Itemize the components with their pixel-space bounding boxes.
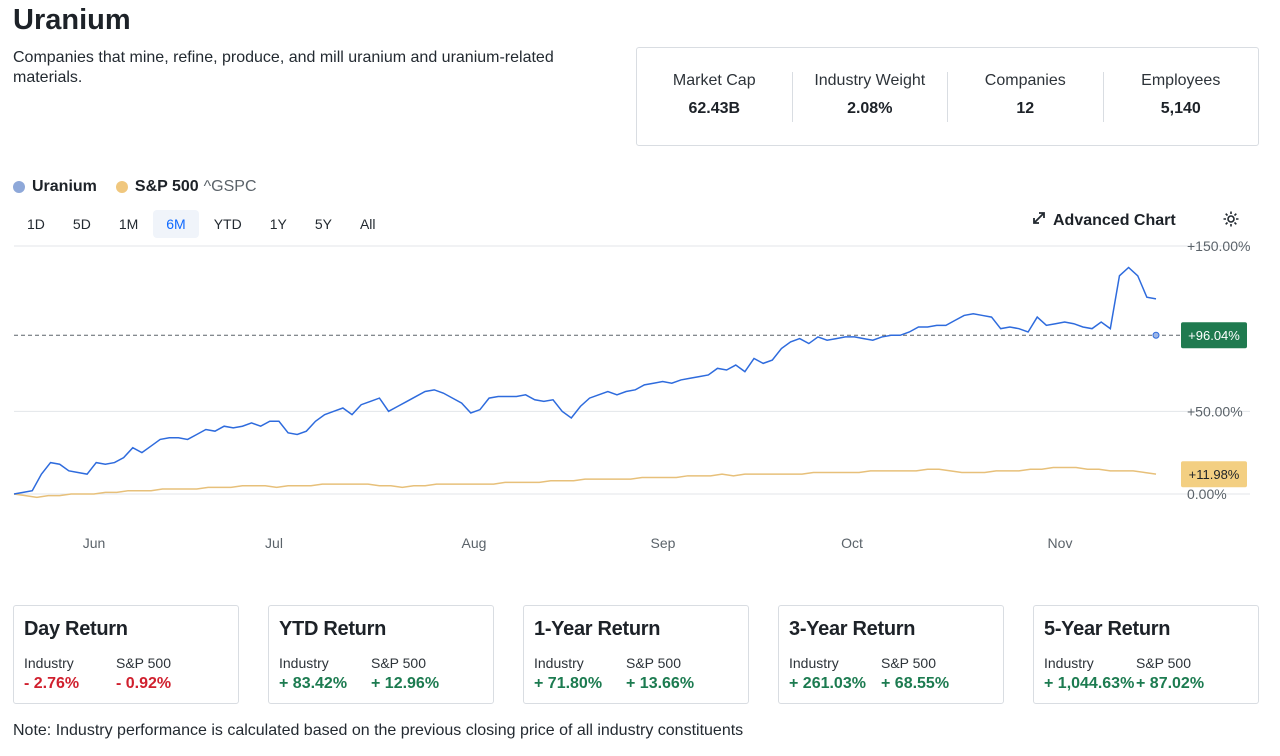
industry-value: + 1,044.63% <box>1044 675 1135 692</box>
range-ytd[interactable]: YTD <box>213 216 242 232</box>
stat-market-cap: Market Cap 62.43B <box>637 71 793 122</box>
page-subtitle: Companies that mine, refine, produce, an… <box>13 49 554 86</box>
sp500-label: S&P 500 <box>626 655 682 671</box>
stat-label: Companies <box>984 71 1066 89</box>
sp500-legend-dot <box>115 181 128 193</box>
legend-uranium[interactable]: Uranium <box>32 178 97 195</box>
card-title: Day Return <box>24 618 128 640</box>
card-title: 3-Year Return <box>789 618 916 640</box>
sp500-label: S&P 500 <box>881 655 937 671</box>
stat-companies: Companies 12 <box>948 71 1104 122</box>
sp500-label: S&P 500 <box>371 655 427 671</box>
chart-legend: Uranium S&P 500 ^GSPC <box>13 178 257 196</box>
x-tick-label: Aug <box>462 535 487 551</box>
sp500-end-label-bg <box>1181 461 1247 488</box>
sp500-label: S&P 500 <box>1136 655 1192 671</box>
stat-label: Industry Weight <box>814 71 926 89</box>
stat-employees: Employees 5,140 <box>1104 72 1259 122</box>
y-tick-label: +50.00% <box>1187 403 1243 419</box>
card-title: 1-Year Return <box>534 618 661 640</box>
industry-label: Industry <box>279 655 329 671</box>
uranium-end-label-bg <box>1181 322 1247 349</box>
card-title: YTD Return <box>279 618 387 640</box>
sp500-value: - 0.92% <box>116 675 172 692</box>
stat-label: Employees <box>1141 71 1221 89</box>
x-tick-label: Jun <box>83 535 106 551</box>
stat-value: 62.43B <box>688 99 741 117</box>
uranium-end-label: +96.04% <box>1188 328 1240 343</box>
sp500-value: + 87.02% <box>1136 675 1205 692</box>
uranium-legend-dot <box>13 181 25 193</box>
range-6m[interactable]: 6M <box>153 210 199 238</box>
uranium-series-line <box>13 266 1157 495</box>
ytd-return-card: YTD Return Industry + 83.42% S&P 500 + 12.… <box>268 605 494 704</box>
range-5d[interactable]: 5D <box>72 216 91 232</box>
advanced-chart-button[interactable]: Advanced Chart <box>1031 210 1176 231</box>
industry-label: Industry <box>534 655 584 671</box>
y-tick-label: +150.00% <box>1187 238 1250 254</box>
industry-label: Industry <box>789 655 839 671</box>
sp500-value: + 13.66% <box>626 675 695 692</box>
x-tick-label: Sep <box>651 535 676 551</box>
legend-sp500-ticker: ^GSPC <box>203 178 257 195</box>
stat-label: Market Cap <box>672 71 756 89</box>
y-tick-label: 0.00% <box>1187 486 1227 502</box>
range-selector: 1D 5D 1M 6M YTD 1Y 5Y All <box>14 210 391 238</box>
x-tick-label: Oct <box>841 535 863 551</box>
sp500-value: + 68.55% <box>881 675 950 692</box>
card-title: 5-Year Return <box>1044 618 1171 640</box>
returns-cards: Day Return Industry - 2.76% S&P 500 - 0.92… <box>13 605 1259 704</box>
sp500-end-label: +11.98% <box>1189 467 1240 482</box>
performance-chart[interactable]: +150.00% +50.00% 0.00% Jun Jul Aug Sep Oct Nov +9… <box>0 230 1280 560</box>
advanced-chart-label: Advanced Chart <box>1053 211 1176 229</box>
page-title: Uranium <box>13 4 131 36</box>
range-1y[interactable]: 1Y <box>269 216 287 232</box>
industry-value: + 71.80% <box>534 675 603 692</box>
sp500-value: + 12.96% <box>371 675 440 692</box>
one-year-return-card: 1-Year Return Industry + 71.80% S&P 500 + … <box>523 605 749 704</box>
day-return-card: Day Return Industry - 2.76% S&P 500 - 0.92… <box>13 605 239 704</box>
range-1d[interactable]: 1D <box>27 216 45 232</box>
uranium-end-point <box>1152 331 1160 339</box>
industry-value: - 2.76% <box>24 675 80 692</box>
industry-label: Industry <box>1044 655 1094 671</box>
x-tick-label: Jul <box>265 535 283 551</box>
stats-panel: Market Cap 62.43B Industry Weight 2.08% … <box>636 47 1259 146</box>
gear-icon[interactable] <box>1222 210 1240 233</box>
sp500-label: S&P 500 <box>116 655 172 671</box>
x-tick-label: Nov <box>1048 535 1073 551</box>
legend-sp500[interactable]: S&P 500 <box>134 178 199 195</box>
industry-value: + 261.03% <box>789 675 866 692</box>
industry-value: + 83.42% <box>279 675 348 692</box>
three-year-return-card: 3-Year Return Industry + 261.03% S&P 500 +… <box>778 605 1004 704</box>
expand-icon <box>1031 210 1047 231</box>
stat-value: 5,140 <box>1160 99 1201 117</box>
five-year-return-card: 5-Year Return Industry + 1,044.63% S&P 50… <box>1033 605 1259 704</box>
industry-label: Industry <box>24 655 74 671</box>
range-1m[interactable]: 1M <box>118 216 139 232</box>
stat-industry-weight: Industry Weight 2.08% <box>793 71 948 122</box>
performance-note: Note: Industry performance is calculated… <box>13 722 744 739</box>
range-5y[interactable]: 5Y <box>314 216 332 232</box>
range-all[interactable]: All <box>359 216 376 232</box>
stat-value: 12 <box>1016 99 1035 117</box>
stat-value: 2.08% <box>847 99 893 117</box>
sp500-series-line <box>13 466 1157 499</box>
